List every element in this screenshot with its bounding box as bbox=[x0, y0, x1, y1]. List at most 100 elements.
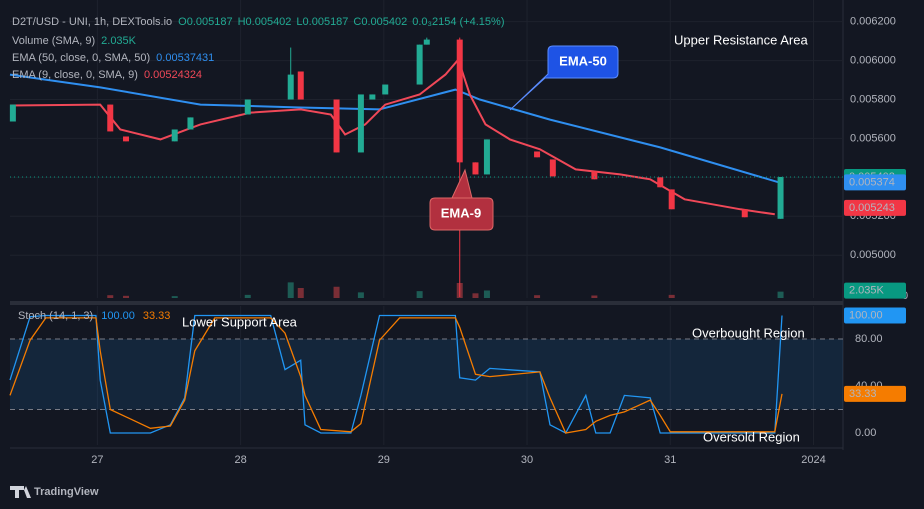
candle-body bbox=[423, 39, 430, 45]
ohlc: L0.005187 bbox=[296, 16, 348, 28]
volume-bar bbox=[472, 293, 479, 298]
callout-label: EMA-9 bbox=[441, 205, 481, 220]
annotation: Oversold Region bbox=[703, 429, 800, 444]
x-tick-label: 29 bbox=[378, 454, 390, 466]
volume-bar bbox=[668, 294, 675, 298]
candle-body bbox=[382, 84, 389, 95]
main-legend: D2T/USD - UNI, 1h, DEXTools.io O0.005187 H… bbox=[12, 16, 505, 28]
x-tick-label: 2024 bbox=[801, 454, 825, 466]
ohlc: H0.005402 bbox=[238, 16, 292, 28]
volume-bar bbox=[534, 295, 541, 298]
legend-name: EMA (9, close, 0, SMA, 9) bbox=[12, 69, 138, 81]
y-tick-label: 0.005000 bbox=[850, 249, 896, 261]
line bbox=[9, 314, 783, 434]
x-tick-label: 28 bbox=[234, 454, 246, 466]
volume-bar bbox=[123, 295, 130, 298]
candle-body bbox=[777, 176, 784, 219]
annotation: Upper Resistance Area bbox=[674, 32, 808, 47]
line bbox=[9, 317, 783, 434]
x-tick-label: 27 bbox=[91, 454, 103, 466]
candle-body bbox=[369, 94, 376, 100]
legend-name: EMA (50, close, 0, SMA, 50) bbox=[12, 52, 150, 64]
callout-ema50 bbox=[509, 45, 619, 111]
candle-body bbox=[668, 189, 675, 210]
ohlc: 0.0₃2154 (+4.15%) bbox=[412, 16, 504, 28]
price-tag-label: 33.33 bbox=[849, 388, 877, 400]
candle-body bbox=[472, 162, 479, 175]
price-tag bbox=[844, 307, 906, 324]
volume-bar bbox=[171, 296, 178, 298]
volume-bar bbox=[416, 291, 423, 298]
candle-body bbox=[187, 117, 194, 130]
legend-value: 0.00524324 bbox=[144, 69, 202, 81]
price-tag-label: 100.00 bbox=[849, 309, 883, 321]
callout-label: EMA-50 bbox=[559, 53, 607, 68]
candle-body bbox=[357, 94, 364, 153]
candle-body bbox=[333, 99, 340, 153]
candle-body bbox=[107, 104, 114, 132]
annotation: Lower Support Area bbox=[182, 314, 298, 329]
ohlc: C0.005402 bbox=[353, 16, 407, 28]
y-tick-label: 80.00 bbox=[855, 333, 883, 345]
candle-body bbox=[287, 74, 294, 100]
legend-name: Volume (SMA, 9) bbox=[12, 35, 95, 47]
candle-body bbox=[456, 39, 463, 163]
marks: 27 28 29 30 31 2024 0.006200 0.006000 0.005800 0.… bbox=[9, 0, 908, 466]
volume-bar bbox=[107, 295, 114, 298]
y-tick-label: 0.005800 bbox=[850, 93, 896, 105]
line bbox=[9, 73, 780, 184]
price-tag-label: 2.035K bbox=[849, 285, 885, 297]
annotation: Overbought Region bbox=[692, 325, 805, 340]
price-tag-label: 0.005374 bbox=[849, 176, 895, 188]
volume-bar bbox=[357, 292, 364, 298]
volume-bar bbox=[591, 295, 598, 298]
legend-value: 100.00 bbox=[101, 310, 135, 322]
callout-ema9 bbox=[429, 168, 494, 231]
y-tick-label: 0.006000 bbox=[850, 55, 896, 67]
legend-value: 33.33 bbox=[143, 310, 171, 322]
ema50-legend: EMA (50, close, 0, SMA, 50) 0.00537431 bbox=[12, 52, 214, 64]
logo-text: TradingView bbox=[34, 486, 99, 498]
ema9-legend: EMA (9, close, 0, SMA, 9) 0.00524324 bbox=[12, 69, 202, 81]
candle-body bbox=[549, 159, 556, 177]
symbol: D2T/USD - UNI, 1h, DEXTools.io bbox=[12, 16, 172, 28]
x-tick-label: 31 bbox=[664, 454, 676, 466]
volume-bar bbox=[297, 288, 304, 298]
candle-body bbox=[657, 177, 664, 188]
y-tick-label: 0.006200 bbox=[850, 16, 896, 28]
legend-name: Stoch (14, 1, 3) bbox=[18, 310, 93, 322]
price-tag bbox=[844, 199, 906, 216]
candle-body bbox=[9, 104, 16, 122]
candle-body bbox=[123, 136, 130, 142]
legend-value: 2.035K bbox=[101, 35, 137, 47]
logo-icon bbox=[10, 486, 31, 498]
candle-body bbox=[171, 129, 178, 142]
candle-body bbox=[244, 99, 251, 115]
volume-bar bbox=[244, 294, 251, 298]
candle-body bbox=[483, 139, 490, 175]
overlay: D2T/USD - UNI, 1h, DEXTools.io O0.005187 H… bbox=[10, 16, 808, 498]
x-tick-label: 30 bbox=[521, 454, 533, 466]
y-tick-label: 0.00 bbox=[855, 427, 876, 439]
price-tag bbox=[844, 174, 906, 191]
candle-body bbox=[416, 44, 423, 85]
candle-body bbox=[297, 71, 304, 100]
price-tag bbox=[844, 385, 906, 402]
volume-bar bbox=[287, 282, 294, 298]
volume-bar bbox=[777, 291, 784, 298]
price-tag bbox=[844, 282, 906, 299]
line bbox=[9, 57, 775, 216]
volume-bar bbox=[483, 290, 490, 298]
ohlc: O0.005187 bbox=[178, 16, 232, 28]
y-tick-label: 0.005600 bbox=[850, 132, 896, 144]
legend-value: 0.00537431 bbox=[156, 52, 214, 64]
candle-body bbox=[591, 171, 598, 180]
volume-bar bbox=[333, 286, 340, 298]
volume-legend: Volume (SMA, 9) 2.035K bbox=[12, 35, 137, 47]
candle-body bbox=[534, 151, 541, 158]
stoch-band bbox=[10, 339, 843, 410]
stoch-legend: Stoch (14, 1, 3) 100.00 33.33 bbox=[18, 310, 170, 322]
price-tag-label: 0.005243 bbox=[849, 202, 895, 214]
candle-body bbox=[741, 209, 748, 218]
